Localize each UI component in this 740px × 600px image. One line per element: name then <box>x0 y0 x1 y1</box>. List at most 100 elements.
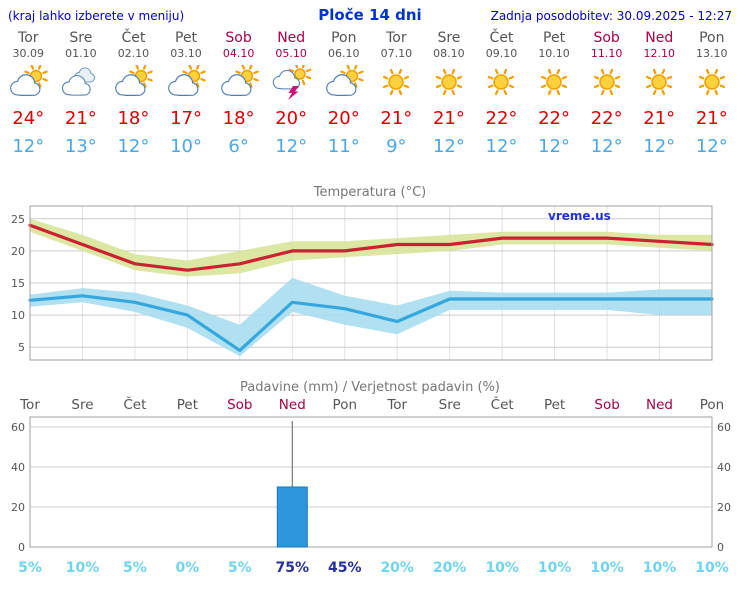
sun-rays <box>698 68 725 96</box>
day-weather-icon <box>528 65 581 105</box>
sun-disc <box>704 74 720 90</box>
svg-text:10: 10 <box>11 309 25 322</box>
day-date: 02.10 <box>117 47 150 60</box>
day-weather-icon <box>160 64 213 105</box>
axis-day-label: Tor <box>386 397 407 413</box>
precip-probability: 45% <box>328 560 362 576</box>
axis-day-label: Pet <box>544 397 565 413</box>
day-column: Ned 12.10 21° 12° <box>633 30 686 157</box>
precip-probability: 10% <box>643 560 677 576</box>
day-column: Čet 09.10 22° 12° <box>475 30 528 157</box>
day-weather-icon <box>580 65 633 105</box>
svg-text:5: 5 <box>18 341 25 354</box>
day-weather-icon <box>686 65 739 105</box>
cloud-shape <box>10 74 41 96</box>
sun-rays <box>540 68 568 96</box>
precip-probability: 10% <box>485 560 519 576</box>
axis-day-label: Sre <box>71 397 93 413</box>
day-name: Sre <box>69 30 93 46</box>
axis-day-label: Ned <box>279 397 306 413</box>
last-updated: Zadnja posodobitev: 30.09.2025 - 12:27 <box>490 9 732 23</box>
day-weather-icon <box>55 65 108 105</box>
high-temp: 21° <box>695 108 728 129</box>
day-name: Čet <box>121 30 146 46</box>
day-column: Pon 13.10 21° 12° <box>686 30 739 157</box>
day-date: 05.10 <box>275 47 307 60</box>
day-date: 06.10 <box>328 47 360 60</box>
precip-probability: 10% <box>590 560 624 576</box>
page-header: (kraj lahko izberete v meniju) Ploče 14 … <box>0 0 740 24</box>
low-temp: 12° <box>275 136 308 157</box>
watermark: vreme.us <box>548 209 611 223</box>
axis-day-label: Pon <box>333 397 357 413</box>
day-name: Čet <box>489 30 514 46</box>
high-temp: 21° <box>64 108 97 129</box>
precip-bar <box>276 486 308 548</box>
low-temp: 12° <box>12 136 45 157</box>
axis-day-label: Sre <box>439 397 461 413</box>
cloudy-icon <box>61 67 95 96</box>
forecast-strip: Tor 30.09 24° 12° Sre 01.10 21° 13° Čet 02.10 18° 1… <box>0 24 740 157</box>
precip-probability: 10% <box>66 560 100 576</box>
day-column: Ned 05.10 20° 12° <box>265 30 318 157</box>
day-column: Tor 30.09 24° 12° <box>2 30 55 157</box>
day-column: Pet 03.10 17° 10° <box>160 30 213 157</box>
day-column: Sre 01.10 21° 13° <box>55 30 108 157</box>
day-name: Tor <box>386 30 407 46</box>
day-date: 11.10 <box>590 47 623 60</box>
low-temp: 6° <box>228 136 249 157</box>
day-date: 07.10 <box>380 47 413 60</box>
sunny-icon <box>488 68 515 96</box>
high-temp: 22° <box>485 108 518 129</box>
day-date: 01.10 <box>65 47 97 60</box>
day-date: 30.09 <box>12 47 45 60</box>
day-weather-icon <box>317 64 370 105</box>
precip-probability: 5% <box>123 560 147 576</box>
high-temp: 20° <box>327 108 360 129</box>
axis-day-label: Tor <box>19 397 40 413</box>
sun-rays <box>383 68 410 96</box>
cloud-shape <box>74 67 95 83</box>
precip-probability: 10% <box>695 560 729 576</box>
sunny-icon <box>383 68 410 96</box>
cloud-shape <box>272 69 301 90</box>
svg-text:40: 40 <box>717 461 731 474</box>
day-date: 04.10 <box>222 47 255 60</box>
sun-rays <box>435 68 463 96</box>
partly-cloudy-icon <box>115 64 154 96</box>
day-weather-icon <box>107 64 160 105</box>
sunny-icon <box>593 68 620 96</box>
partly-cloudy-icon <box>168 64 206 96</box>
svg-text:25: 25 <box>11 213 25 226</box>
cloud-shape <box>168 74 199 96</box>
day-column: Sre 08.10 21° 12° <box>423 30 476 157</box>
sun-disc <box>388 74 405 90</box>
precip-probability: 75% <box>276 560 310 576</box>
low-temp: 12° <box>590 136 623 157</box>
svg-text:20: 20 <box>11 501 25 514</box>
precip-probability: 5% <box>18 560 42 576</box>
low-temp: 12° <box>695 136 728 157</box>
partly-cloudy-icon <box>220 64 259 96</box>
high-temp: 18° <box>117 108 150 129</box>
day-column: Sob 04.10 18° 6° <box>212 30 265 157</box>
day-name: Ned <box>277 30 306 46</box>
sunny-icon <box>540 68 568 96</box>
thunderstorm-icon <box>272 62 312 100</box>
day-weather-icon <box>370 65 423 105</box>
partly-cloudy-icon <box>325 64 364 96</box>
axis-day-label: Sob <box>227 397 252 413</box>
day-column: Tor 07.10 21° 9° <box>370 30 423 157</box>
sun-disc <box>598 74 615 90</box>
low-temp: 10° <box>170 136 202 157</box>
plot-area <box>29 416 713 548</box>
low-temp: 13° <box>64 136 97 157</box>
low-temp: 9° <box>386 136 407 157</box>
day-weather-icon <box>2 64 55 105</box>
day-name: Sre <box>437 30 461 46</box>
high-temp: 22° <box>538 108 571 129</box>
svg-text:40: 40 <box>11 461 25 474</box>
day-name: Pon <box>699 30 725 46</box>
day-weather-icon <box>212 64 265 105</box>
precip-probability: 20% <box>433 560 467 576</box>
